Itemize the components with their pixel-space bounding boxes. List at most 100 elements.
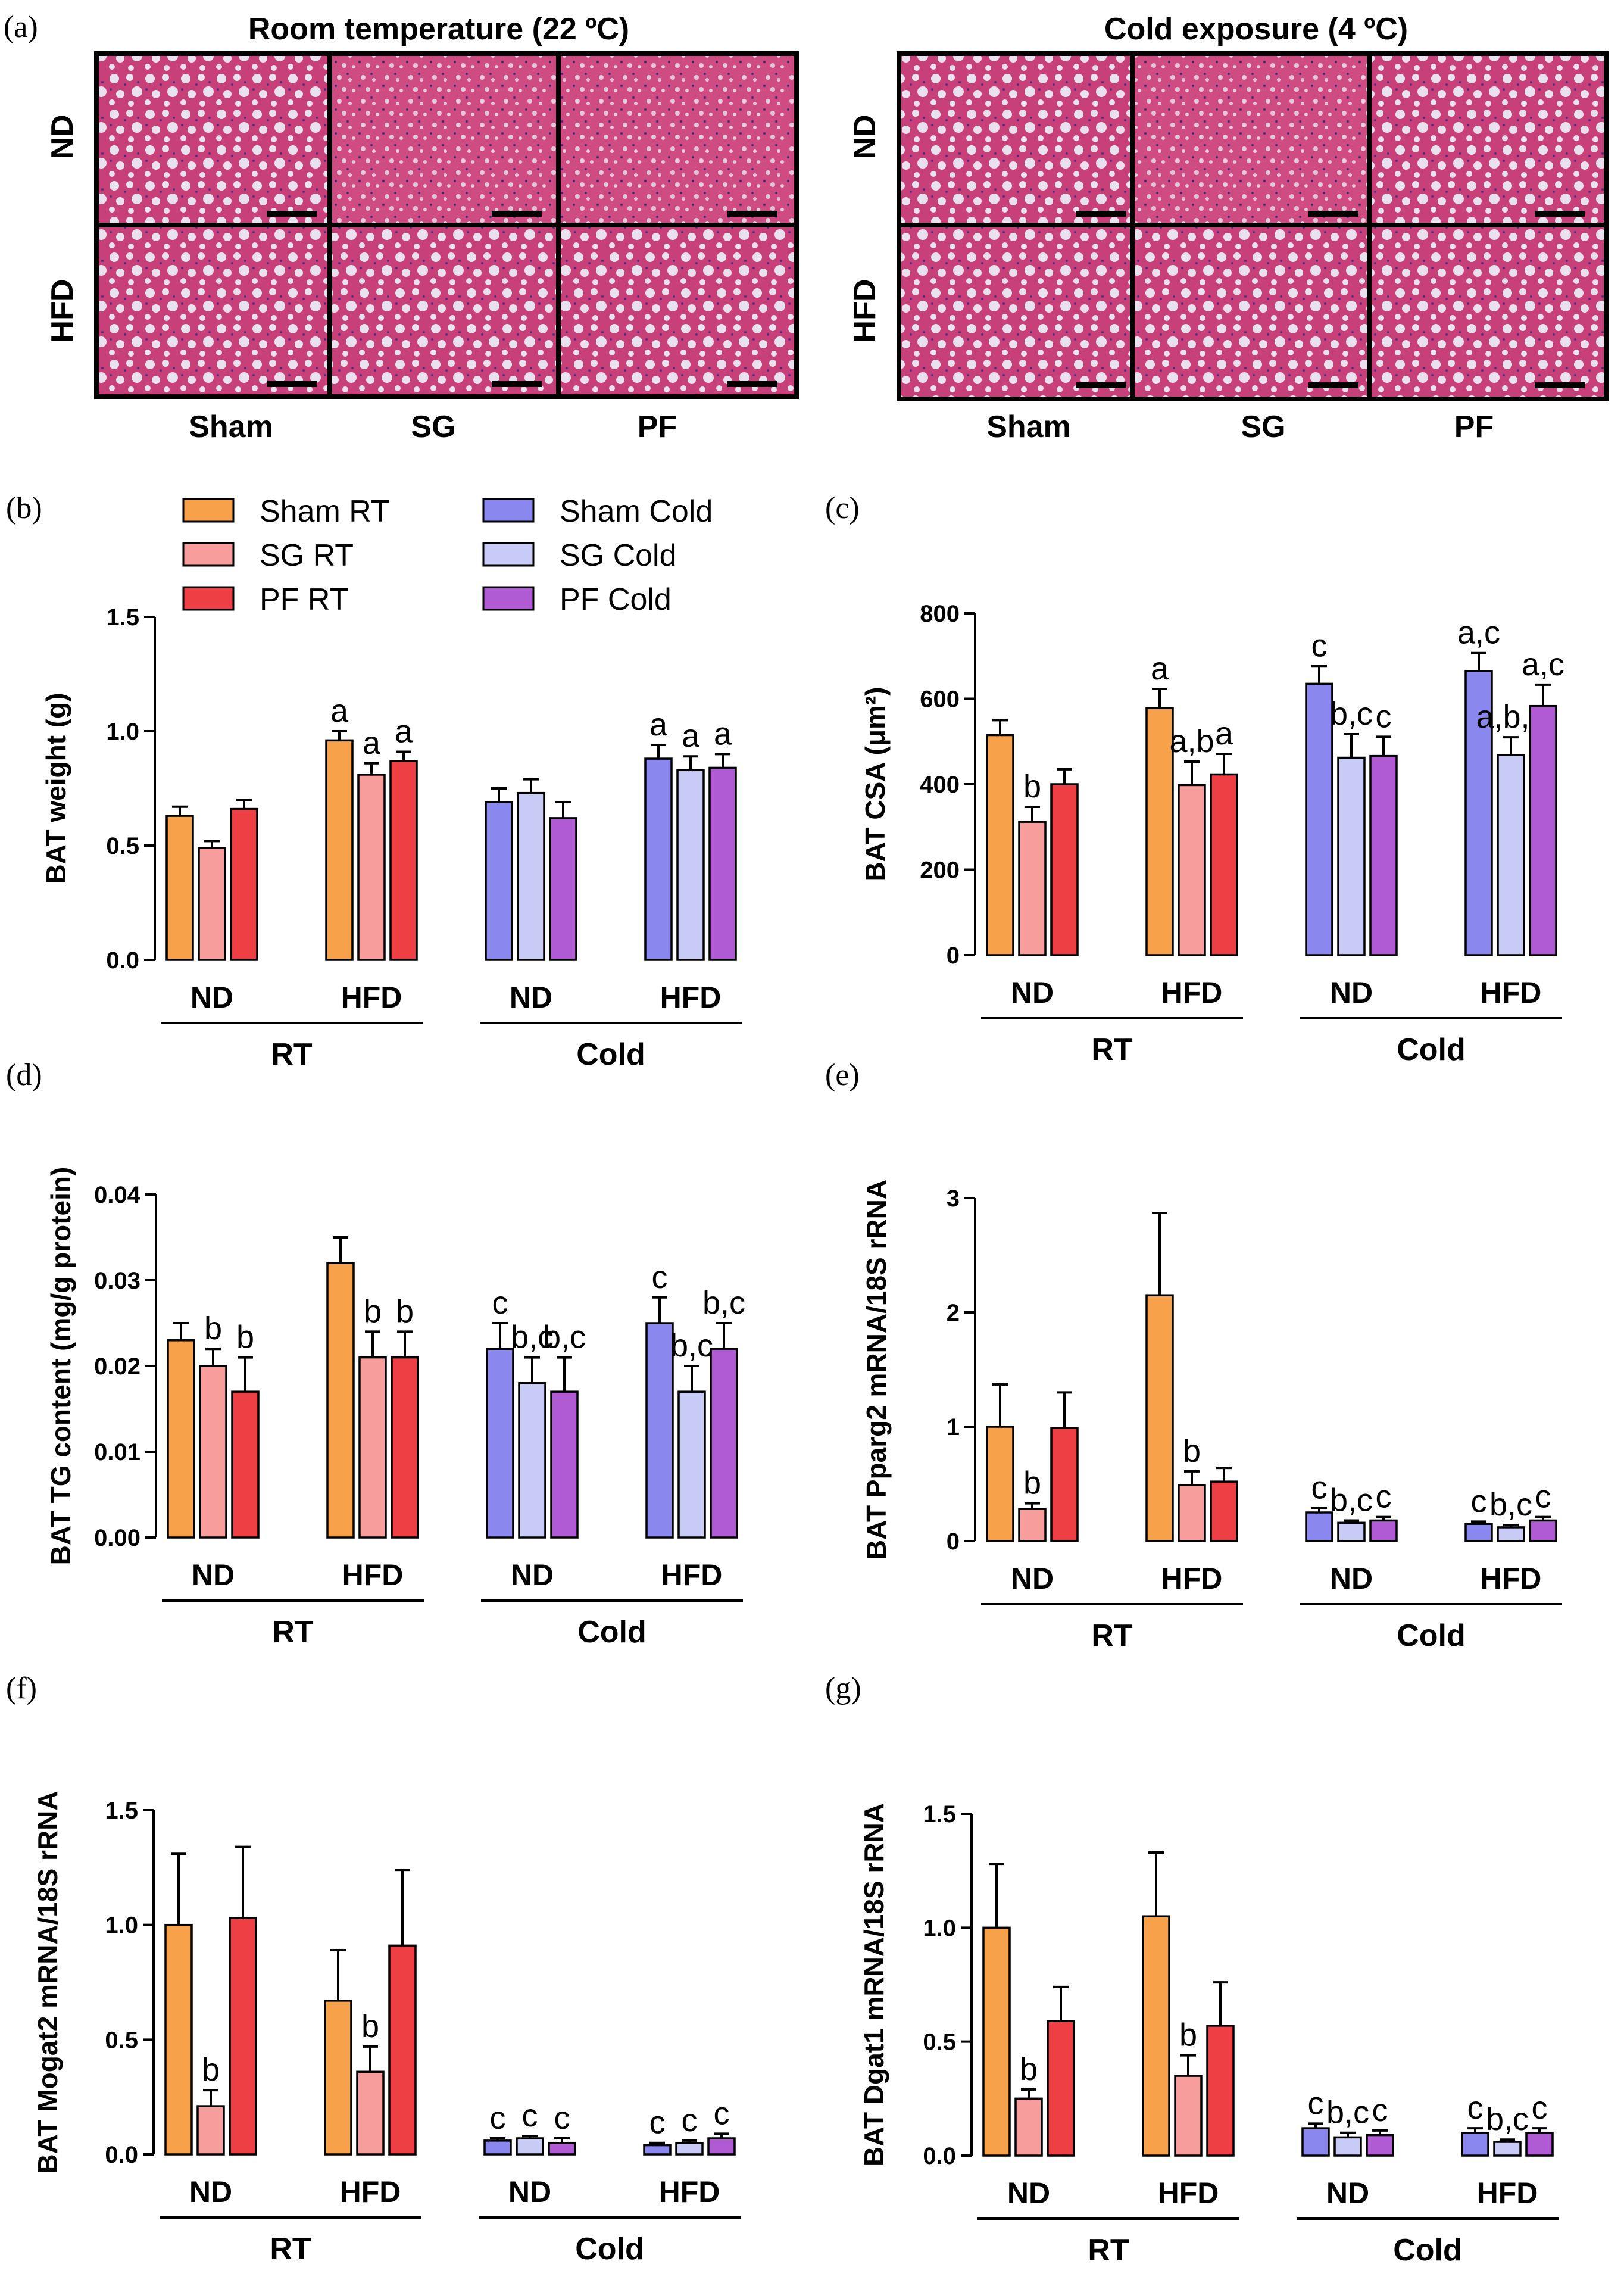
bar-pf-cold <box>550 1390 579 1539</box>
micrograph-rt-nd-sham <box>99 56 327 223</box>
bar-pf-rt <box>1210 773 1238 956</box>
col-label-pf: PF <box>638 410 677 444</box>
sig-label: c <box>490 2100 506 2136</box>
sig-label: b,c <box>1330 1482 1373 1518</box>
bar-sg-rt <box>1014 2097 1043 2157</box>
bar-sg-rt <box>358 1356 387 1539</box>
sig-label: c <box>714 2095 730 2131</box>
y-tick-label: 0 <box>947 943 960 969</box>
y-tick-label: 0.03 <box>94 1268 140 1294</box>
category-label: ND <box>189 2175 232 2209</box>
category-label: HFD <box>1477 2176 1538 2210</box>
bar-pf-cold <box>710 1348 738 1539</box>
legend-label-pf-cold: PF Cold <box>560 582 672 617</box>
category-label: ND <box>190 981 233 1014</box>
bar-pf-rt <box>388 1944 417 2156</box>
panel-label: (d) <box>6 1058 42 1092</box>
bar-pf-cold <box>1369 754 1398 956</box>
bar-sham-rt <box>986 1426 1014 1542</box>
micrograph-cold-hfd-sham <box>901 227 1130 397</box>
supergroup-label: RT <box>1091 1618 1133 1653</box>
micrograph-cold-nd-sg <box>1135 56 1367 223</box>
y-tick-label: 0.5 <box>923 2029 956 2056</box>
legend-label-sham-rt: Sham RT <box>260 494 390 529</box>
legend-swatch-pf-cold <box>482 586 535 611</box>
bar-sg-rt <box>198 847 226 961</box>
col-label-sham: Sham <box>986 410 1071 444</box>
sig-label: b <box>396 1293 414 1329</box>
category-label: HFD <box>1161 976 1223 1009</box>
y-tick-label: 1.0 <box>105 1913 138 1939</box>
y-tick-label: 1.5 <box>106 604 139 631</box>
bar-pf-cold <box>549 817 577 961</box>
y-tick-label: 1.0 <box>923 1915 956 1941</box>
sig-label: a <box>1215 716 1233 751</box>
scale-bar <box>1535 211 1585 217</box>
y-axis-label: BAT CSA (μm²) <box>860 687 891 881</box>
sig-label: b <box>364 1293 382 1329</box>
category-label: ND <box>1007 2176 1050 2210</box>
bar-pf-rt <box>230 807 258 961</box>
panel-label: (f) <box>6 1671 37 1705</box>
sig-label: b <box>204 1311 222 1346</box>
bar-pf-rt <box>1050 1427 1079 1542</box>
legend-label-sg-rt: SG RT <box>260 538 354 573</box>
sig-label: c <box>1308 2085 1324 2121</box>
bar-sham-rt <box>986 734 1014 956</box>
supergroup-label: Cold <box>1393 2233 1462 2268</box>
row-label-hfd: HFD <box>848 279 882 343</box>
bar-sham-rt <box>324 2000 352 2156</box>
sig-label: c <box>1311 1470 1328 1505</box>
bar-pf-rt <box>231 1390 260 1539</box>
bar-sham-cold <box>643 2144 672 2156</box>
micrograph-cold-hfd-sg <box>1135 227 1367 397</box>
scale-bar <box>267 381 317 387</box>
scale-bar <box>267 211 317 217</box>
col-label-sham: Sham <box>189 410 273 444</box>
sig-label: c <box>1372 2092 1388 2128</box>
bar-sham-cold <box>483 2139 512 2156</box>
bar-sham-cold <box>644 757 673 961</box>
micrograph-rt-hfd-sham <box>99 227 327 394</box>
category-label: ND <box>192 1558 235 1592</box>
scale-bar <box>1076 382 1126 388</box>
bar-sham-cold <box>1464 670 1493 956</box>
sig-label: b <box>1179 2017 1197 2053</box>
sig-label: b,c <box>1326 2095 1369 2131</box>
panel-label: (b) <box>6 491 42 525</box>
col-label-sg: SG <box>1241 410 1285 444</box>
bar-sg-cold <box>676 769 705 961</box>
scale-bar <box>727 211 777 217</box>
sig-label: a <box>1151 651 1169 687</box>
col-label-sg: SG <box>411 410 455 444</box>
panel-label-a: (a) <box>4 10 38 44</box>
category-label: HFD <box>1481 1562 1542 1595</box>
sig-label: a <box>330 693 349 729</box>
bar-pf-cold <box>1366 2134 1394 2157</box>
bar-sham-cold <box>485 801 513 961</box>
panel-label: (g) <box>825 1671 861 1705</box>
y-tick-label: 400 <box>920 772 960 798</box>
micrograph-rt-hfd-sg <box>332 227 556 394</box>
bar-pf-cold <box>707 2137 736 2156</box>
sig-label: b,c <box>670 1328 713 1364</box>
sig-label: a <box>682 718 700 754</box>
sig-label: a <box>649 707 668 743</box>
sig-label: a <box>395 714 413 750</box>
bar-pf-rt <box>1050 783 1079 956</box>
sig-label: a,b <box>1169 723 1214 759</box>
sig-label: b <box>361 2008 379 2044</box>
scale-bar <box>1076 211 1126 217</box>
category-label: HFD <box>1161 1562 1223 1595</box>
bar-sg-rt <box>1178 1484 1206 1542</box>
legend-swatch-pf-rt <box>182 586 235 611</box>
sig-label: b <box>1023 1465 1041 1501</box>
micrograph-cold-nd-sham <box>901 56 1130 223</box>
bar-sham-rt <box>165 815 194 961</box>
supergroup-label: RT <box>271 1037 313 1072</box>
category-label: HFD <box>1481 976 1542 1009</box>
bar-sham-rt <box>326 1262 355 1539</box>
legend-swatch-sg-cold <box>482 542 535 567</box>
rt-group-title: Room temperature (22 ºC) <box>248 12 629 46</box>
sig-label: b,c <box>702 1285 745 1321</box>
